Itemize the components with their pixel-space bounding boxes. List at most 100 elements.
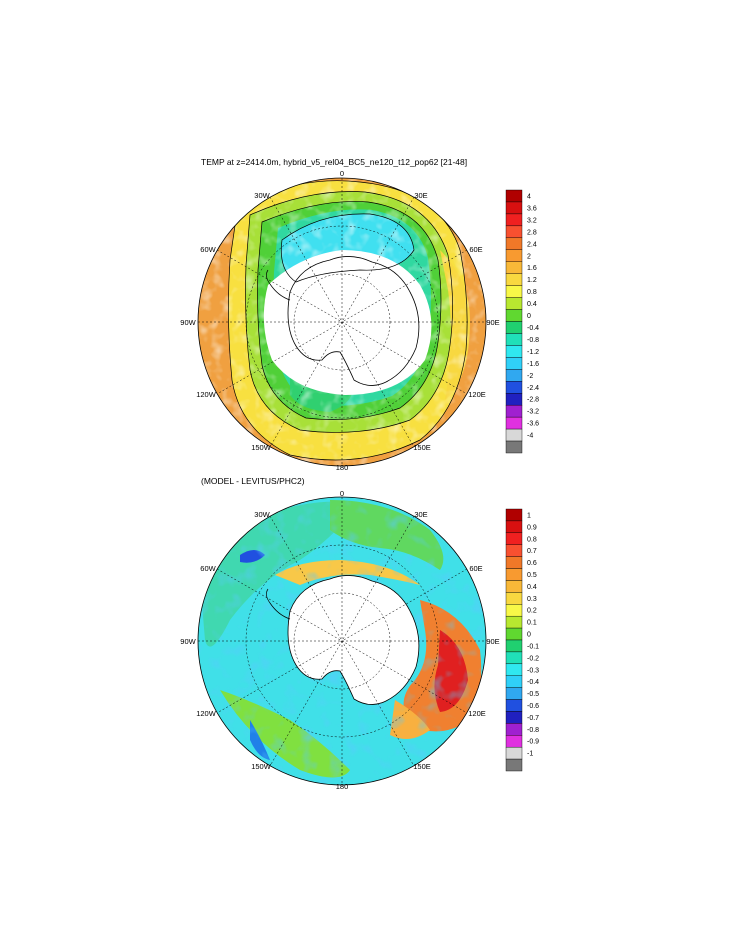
colorbar-tick-label: 0.2 (527, 608, 537, 615)
colorbar-tick-label: -1.6 (527, 361, 539, 368)
colorbar-tick-label: 0.7 (527, 548, 537, 555)
lon-label-30e: 30E (414, 510, 427, 519)
lon-label-180: 180 (336, 782, 349, 791)
colorbar-tick-label: -2 (527, 373, 533, 380)
colorbar-swatch (505, 627, 523, 641)
colorbar-tick-label: 4 (527, 193, 531, 200)
colorbar-tick-label: -0.9 (527, 739, 539, 746)
colorbar-swatch (505, 333, 523, 346)
lon-label-120e: 120E (468, 709, 486, 718)
colorbar-tick-label: 2.8 (527, 229, 537, 236)
colorbar-swatch (505, 261, 523, 274)
colorbar-tick-label: 1.2 (527, 277, 537, 284)
colorbar-swatch (505, 237, 523, 250)
colorbar-tick-label: -3.6 (527, 421, 539, 428)
colorbar-swatch (505, 321, 523, 334)
colorbar-swatch (505, 297, 523, 310)
longitude-labels: 0 30W 30E 60W 60E 90W 90E 120W 120E 150W… (180, 489, 499, 791)
colorbar-tick-label: 0.8 (527, 536, 537, 543)
colorbar-swatch (505, 225, 523, 239)
colorbar-swatch (505, 213, 523, 227)
colorbar-swatch (505, 735, 523, 748)
colorbar-swatch (505, 201, 523, 215)
longitude-labels: 0 30W 30E 60W 60E 90W 90E 120W 120E 150W… (180, 169, 499, 472)
lon-label-150w: 150W (251, 762, 272, 771)
colorbar-swatch (505, 758, 523, 772)
colorbar-tick-label: 0.5 (527, 572, 537, 579)
lon-label-90w: 90W (180, 318, 196, 327)
lon-label-60w: 60W (200, 564, 216, 573)
colorbar-tick-label: 0.4 (527, 301, 537, 308)
colorbar-swatch (505, 309, 523, 322)
colorbar-tick-label: 0.4 (527, 584, 537, 591)
peninsula-coast (266, 588, 291, 620)
colorbar-swatch (505, 189, 523, 203)
antarctica-outline (287, 575, 420, 705)
lon-label-30w: 30W (254, 191, 270, 200)
map-border (197, 496, 487, 786)
colorbar-tick-label: 0.8 (527, 289, 537, 296)
lon-label-0: 0 (340, 489, 344, 498)
colorbar-swatch (505, 663, 523, 676)
colorbar-swatch (505, 249, 523, 262)
graticule (198, 178, 486, 466)
colorbar-swatch (505, 404, 523, 418)
lon-label-60e: 60E (469, 245, 482, 254)
colorbar-tick-label: -0.2 (527, 655, 539, 662)
colorbar-swatch (505, 556, 523, 569)
colorbar-tick-label: -4 (527, 433, 533, 440)
colorbar-swatch (505, 440, 523, 454)
colorbar-tick-label: -1.2 (527, 349, 539, 356)
colorbar-swatch (505, 651, 523, 665)
colorbar-tick-label: 0 (527, 632, 531, 639)
colorbar-swatch (505, 604, 523, 617)
colorbar-swatch (505, 615, 523, 629)
colorbar-swatch (505, 369, 523, 382)
colorbar-tick-label: -0.1 (527, 643, 539, 650)
colorbar-swatch (505, 544, 523, 557)
colorbar-swatch (505, 381, 523, 394)
colorbar-swatch (505, 285, 523, 298)
colorbar-tick-label: -0.3 (527, 667, 539, 674)
colorbar-tick-label: 0 (527, 313, 531, 320)
colorbar-swatch (505, 711, 523, 724)
colorbar-temperature: 4 3.6 3.2 2.8 2.4 2 1.6 1.2 0.8 0.4 0 -0.4 -0.8 -1.2 -… (505, 189, 539, 454)
colorbar-tick-label: -3.2 (527, 409, 539, 416)
colorbar-swatch (505, 580, 523, 593)
colorbar-tick-label: -0.6 (527, 703, 539, 710)
colorbar-tick-label: 0.6 (527, 560, 537, 567)
colorbar-tick-label: -1 (527, 751, 533, 758)
lon-label-60e: 60E (469, 564, 482, 573)
colorbar-tick-label: -0.8 (527, 337, 539, 344)
colorbar-tick-label: -0.4 (527, 679, 539, 686)
colorbar-tick-label: -2.4 (527, 385, 539, 392)
antarctica-outline (287, 256, 420, 386)
colorbar-swatch (505, 592, 523, 605)
lon-label-90e: 90E (486, 318, 499, 327)
colorbar-swatch (505, 345, 523, 358)
colorbar-swatch (505, 746, 523, 760)
lon-label-180: 180 (336, 463, 349, 472)
colorbar-tick-label: -0.4 (527, 325, 539, 332)
colorbar-tick-label: 0.9 (527, 524, 537, 531)
colorbar-swatch (505, 675, 523, 688)
lon-label-120w: 120W (196, 709, 217, 718)
colorbar-tick-label: -2.8 (527, 397, 539, 404)
lon-label-150e: 150E (413, 443, 431, 452)
lon-label-150w: 150W (251, 443, 272, 452)
colorbar-difference: 1 0.9 0.8 0.7 0.6 0.5 0.4 0.3 0.2 0.1 0 -0.1 -0.2 -0.… (505, 508, 539, 772)
lon-label-90e: 90E (486, 637, 499, 646)
colorbar-tick-label: 2.4 (527, 241, 537, 248)
colorbar-tick-label: -0.8 (527, 727, 539, 734)
panel-title: (MODEL - LEVITUS/PHC2) (201, 476, 305, 486)
colorbar-swatch (505, 273, 523, 286)
colorbar-swatch (505, 639, 523, 653)
lon-label-150e: 150E (413, 762, 431, 771)
lon-label-90w: 90W (180, 637, 196, 646)
colorbar-swatch (505, 393, 523, 406)
colorbar-swatch (505, 508, 523, 522)
colorbar-swatch (505, 699, 523, 712)
colorbar-tick-label: -0.5 (527, 691, 539, 698)
colorbar-swatch (505, 428, 523, 442)
